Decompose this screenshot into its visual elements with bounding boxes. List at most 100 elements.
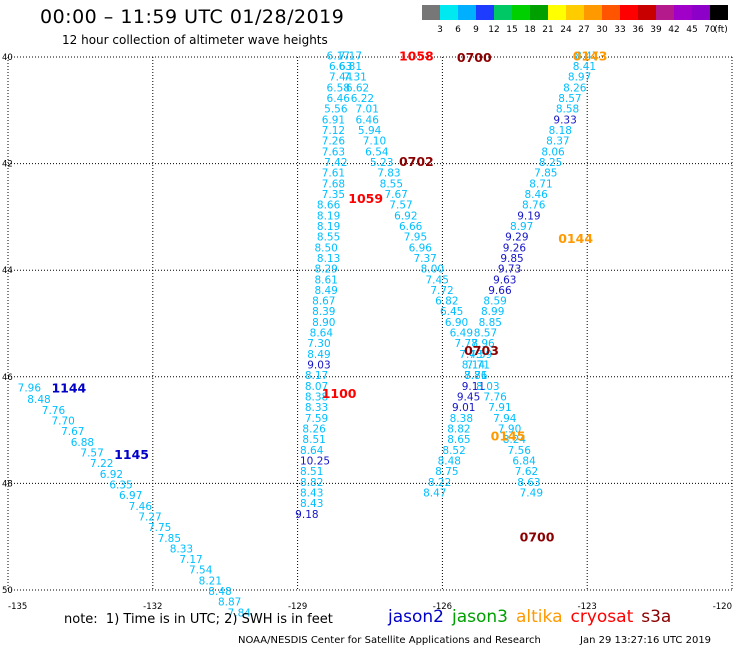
- wave-height-value: 6.49: [450, 328, 473, 340]
- lat-tick-label: 46: [2, 373, 13, 383]
- wave-height-value: 8.71: [529, 178, 552, 190]
- wave-height-value: 7.62: [515, 466, 538, 478]
- wave-height-value: 7.22: [90, 458, 113, 470]
- wave-height-value: 8.48: [438, 455, 461, 467]
- wave-height-value: 8.21: [199, 575, 222, 587]
- wave-height-value: 7.57: [80, 447, 103, 459]
- lon-tick-label: -126: [433, 602, 452, 612]
- wave-height-value: 9.63: [493, 274, 516, 286]
- wave-height-value: 8.33: [170, 543, 193, 555]
- wave-height-value: 8.50: [314, 242, 337, 254]
- wave-height-value: 9.11: [462, 381, 485, 393]
- wave-height-value: 7.67: [384, 189, 407, 201]
- wave-height-value: 8.48: [27, 394, 50, 406]
- wave-height-value: 8.43: [300, 498, 323, 510]
- wave-height-value: 9.26: [503, 242, 527, 254]
- color-scale-label: (ft): [714, 25, 728, 35]
- pass-time-label: 1058: [399, 48, 434, 63]
- wave-height-value: 6.82: [435, 296, 458, 308]
- wave-height-value: 8.65: [447, 434, 470, 446]
- wave-height-value: 7.17: [339, 50, 362, 62]
- wave-height-value: 8.97: [510, 221, 533, 233]
- wave-height-value: 7.85: [534, 168, 557, 180]
- color-scale-label: 9: [473, 25, 479, 35]
- wave-height-value: 8.26: [302, 424, 326, 436]
- color-swatch: [710, 5, 728, 20]
- color-scale-label: 12: [488, 25, 500, 35]
- wave-height-value: 6.58: [327, 82, 350, 94]
- color-scale-label: 27: [578, 25, 590, 35]
- wave-height-value: 8.47: [423, 487, 446, 499]
- axis-tick-labels: -135 -132 -129 -126 -123 -120 40 42 44 46 48 50: [2, 53, 732, 612]
- wave-height-value: 8.99: [481, 306, 504, 318]
- pass-time-label: 0145: [491, 428, 526, 443]
- wave-height-value: 7.91: [488, 402, 511, 414]
- color-scale-label: 36: [632, 25, 644, 35]
- legend-entry-cryosat: cryosat: [570, 607, 634, 627]
- color-swatch: [692, 5, 710, 20]
- wave-height-value: 7.27: [138, 511, 161, 523]
- color-swatch: [548, 5, 566, 20]
- wave-height-value: 7.77: [454, 338, 477, 350]
- pass-time-label: 0144: [558, 231, 593, 246]
- lon-tick-label: -135: [8, 602, 27, 612]
- wave-height-value: 7.57: [389, 200, 412, 212]
- wave-height-value: 7.01: [356, 104, 379, 116]
- color-swatch: [602, 5, 620, 20]
- lat-tick-label: 48: [2, 479, 13, 489]
- color-scale-label: 33: [614, 25, 626, 35]
- wave-height-value: 7.68: [322, 178, 345, 190]
- wave-height-value: 9.85: [500, 253, 523, 265]
- wave-height-value: 8.33: [305, 402, 328, 414]
- pass-time-label: 1145: [114, 447, 149, 462]
- wave-height-value: 8.55: [380, 178, 403, 190]
- color-swatch: [458, 5, 476, 20]
- wave-height-value: 8.76: [522, 200, 546, 212]
- color-swatch: [584, 5, 602, 20]
- lon-tick-label: -132: [143, 602, 162, 612]
- wave-height-value: 7.17: [179, 554, 202, 566]
- wave-height-value: 8.63: [517, 477, 540, 489]
- satellite-legend: jason2 jason3 altika cryosat s3a: [388, 607, 679, 627]
- wave-height-value: 9.03: [307, 360, 330, 372]
- wave-height-value: 8.18: [549, 125, 572, 137]
- wave-height-value: 7.37: [413, 253, 436, 265]
- pass-time-label: 0700: [520, 530, 555, 545]
- wave-height-value: 8.51: [300, 466, 323, 478]
- wave-height-value: 7.35: [322, 189, 345, 201]
- wave-height-value: 6.22: [351, 93, 374, 105]
- wave-height-value: 6.84: [512, 455, 536, 467]
- wave-height-value: 8.58: [556, 104, 579, 116]
- color-swatch: [530, 5, 548, 20]
- wave-height-value: 6.35: [109, 479, 132, 491]
- lon-tick-label: -129: [288, 602, 307, 612]
- wave-height-value: 7.71: [467, 360, 490, 372]
- wave-height-value: 9.19: [517, 210, 540, 222]
- wave-height-value: 8.13: [317, 253, 340, 265]
- wave-height-value: 8.46: [524, 189, 548, 201]
- color-scale-label: 30: [596, 25, 608, 35]
- wave-height-value: 8.03: [476, 381, 499, 393]
- wave-height-value: 7.59: [469, 349, 492, 361]
- generated-timestamp: Jan 29 13:27:16 UTC 2019: [580, 635, 712, 646]
- pass-time-label: 0700: [457, 50, 492, 65]
- wave-height-value: 7.94: [493, 413, 517, 425]
- wave-height-value: 6.46: [327, 93, 351, 105]
- wave-height-value: 7.90: [498, 424, 521, 436]
- legend-entry-altika: altika: [516, 607, 563, 627]
- legend-entry-jason2: jason2: [388, 607, 444, 627]
- color-swatch: [638, 5, 656, 20]
- wave-height-value: 8.25: [539, 157, 562, 169]
- wave-height-value: 8.82: [300, 477, 323, 489]
- wave-height-value: 7.12: [322, 125, 345, 137]
- wave-height-value: 8.59: [483, 296, 506, 308]
- wave-height-value: 7.75: [148, 522, 171, 534]
- map-grid: [7, 56, 733, 591]
- wave-height-value: 8.96: [471, 338, 495, 350]
- wave-height-value: 7.59: [305, 413, 328, 425]
- wave-height-value: 7.42: [324, 157, 347, 169]
- wave-height-value: 6.90: [445, 317, 468, 329]
- wave-height-value: 6.63: [329, 61, 352, 73]
- color-swatch: [566, 5, 584, 20]
- wave-height-value: 6.62: [346, 82, 369, 94]
